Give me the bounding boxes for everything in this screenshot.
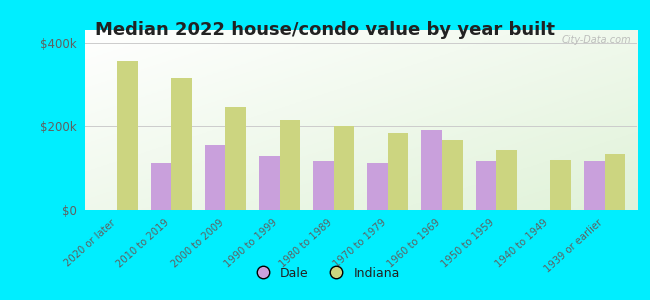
Bar	[388, 134, 408, 210]
Bar	[151, 163, 171, 210]
Bar	[117, 61, 138, 210]
Legend: Dale, Indiana: Dale, Indiana	[245, 262, 405, 285]
Bar	[551, 160, 571, 210]
Bar	[171, 78, 192, 210]
Bar	[496, 150, 517, 210]
Bar	[476, 160, 496, 210]
Bar	[442, 140, 463, 210]
Text: Median 2022 house/condo value by year built: Median 2022 house/condo value by year bu…	[95, 21, 555, 39]
Bar	[313, 160, 333, 210]
Bar	[333, 126, 354, 210]
Bar	[367, 163, 388, 210]
Text: City-Data.com: City-Data.com	[562, 35, 632, 45]
Bar	[584, 160, 605, 210]
Bar	[226, 107, 246, 210]
Bar	[604, 154, 625, 210]
Bar	[280, 120, 300, 210]
Bar	[259, 156, 280, 210]
Bar	[421, 130, 442, 210]
Bar	[205, 145, 226, 210]
